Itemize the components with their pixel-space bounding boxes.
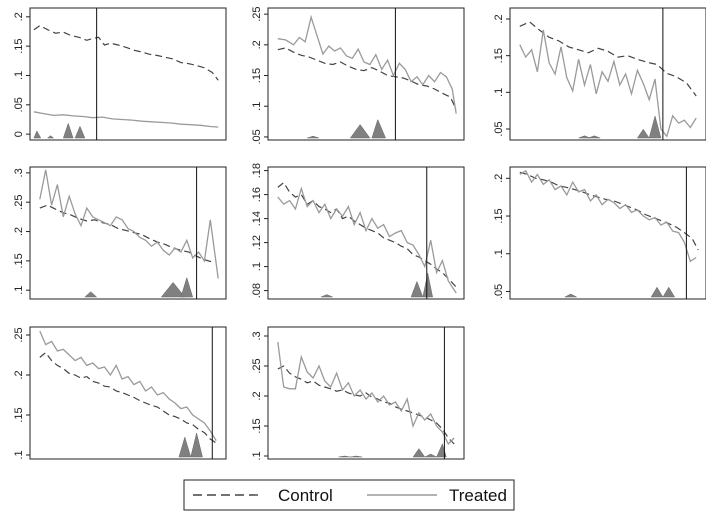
density-mark — [350, 455, 363, 458]
y-tick-label: .1 — [493, 88, 505, 97]
y-tick-label: .1 — [251, 102, 263, 111]
y-tick-label: .25 — [251, 6, 263, 21]
density-mark — [307, 135, 320, 139]
legend: Control Treated — [183, 479, 515, 511]
density-mark — [410, 280, 424, 298]
density-mark — [412, 448, 426, 458]
panel-7: .1 .15 .2 .25 — [13, 326, 227, 460]
legend-treated-label: Treated — [449, 486, 507, 505]
series-control-line — [519, 21, 697, 97]
panel-1: 0 .05 .1 .15 .2 — [13, 7, 227, 141]
series-treated-line — [519, 29, 697, 138]
panel-3: .05 .1 .15 .2 — [493, 7, 706, 141]
series-treated-line — [33, 111, 219, 128]
density-mark — [564, 293, 577, 298]
y-tick-label: .05 — [251, 129, 263, 144]
density-mark — [650, 286, 664, 298]
series-control-line — [277, 47, 457, 110]
density-mark — [190, 432, 203, 458]
y-tick-label: .1 — [251, 262, 263, 271]
y-tick-label: .14 — [251, 211, 263, 226]
series-treated-line — [39, 330, 217, 441]
density-mark — [180, 276, 194, 298]
density-mark — [338, 455, 351, 458]
y-tick-label: .2 — [493, 174, 505, 183]
panel-6: .05 .1 .15 .2 — [493, 166, 706, 300]
plot-frame — [267, 7, 465, 141]
series-control-line — [277, 365, 455, 445]
y-tick-label: .1 — [13, 71, 25, 80]
series-control-line — [39, 351, 217, 444]
density-mark — [662, 286, 676, 298]
plot-frame — [29, 7, 227, 141]
panel-2: .05 .1 .15 .2 .25 — [251, 6, 465, 145]
legend-control-label: Control — [278, 486, 333, 505]
y-tick-label: .1 — [251, 451, 263, 460]
density-mark — [424, 453, 437, 458]
series-control-line — [33, 24, 219, 81]
y-tick-label: .1 — [13, 286, 25, 295]
density-mark — [648, 115, 662, 139]
plot-frame — [509, 166, 706, 300]
y-tick-label: .15 — [13, 253, 25, 268]
y-tick-label: .16 — [251, 187, 263, 202]
y-tick-label: .05 — [493, 284, 505, 299]
y-tick-label: .05 — [493, 121, 505, 136]
density-mark — [178, 436, 192, 458]
y-tick-label: .12 — [251, 235, 263, 250]
series-treated-line — [39, 169, 219, 279]
plot-frame — [267, 166, 465, 300]
y-tick-label: .05 — [13, 97, 25, 112]
panel-4: .1 .15 .2 .25 .3 — [13, 166, 227, 300]
y-tick-label: .25 — [13, 195, 25, 210]
density-mark — [160, 281, 186, 298]
y-tick-label: .3 — [13, 168, 25, 177]
series-treated-line — [519, 169, 697, 263]
y-tick-label: .2 — [13, 227, 25, 236]
density-mark — [636, 128, 650, 139]
y-tick-label: .15 — [251, 418, 263, 433]
y-tick-label: .2 — [493, 14, 505, 23]
series-control-line — [277, 181, 457, 288]
y-tick-label: .25 — [251, 358, 263, 373]
y-tick-label: .15 — [251, 68, 263, 83]
density-mark — [74, 125, 86, 139]
series-treated-line — [277, 14, 457, 114]
density-mark — [578, 135, 591, 139]
density-mark — [349, 124, 371, 139]
panel-5: .08 .1 .12 .14 .16 .18 — [251, 163, 465, 300]
y-tick-label: 0 — [13, 131, 25, 137]
y-tick-label: .3 — [251, 331, 263, 340]
y-tick-label: .18 — [251, 163, 263, 178]
y-tick-label: .2 — [251, 40, 263, 49]
y-tick-label: .25 — [13, 327, 25, 342]
density-mark — [62, 122, 74, 139]
y-tick-label: .15 — [493, 208, 505, 223]
density-mark — [320, 294, 333, 298]
y-tick-label: .15 — [13, 38, 25, 53]
density-mark — [371, 118, 386, 139]
series-treated-line — [277, 186, 457, 294]
plot-frame — [29, 166, 227, 300]
y-tick-label: .1 — [13, 450, 25, 459]
y-tick-label: .2 — [13, 370, 25, 379]
y-tick-label: .2 — [251, 391, 263, 400]
density-mark — [588, 135, 601, 139]
density-mark — [46, 135, 55, 139]
series-control-line — [39, 204, 213, 263]
density-mark — [33, 130, 42, 139]
panel-8: .1 .15 .2 .25 .3 — [251, 326, 465, 461]
series-treated-line — [277, 341, 455, 446]
y-tick-label: .08 — [251, 283, 263, 298]
y-tick-label: .15 — [493, 48, 505, 63]
y-tick-label: .1 — [493, 249, 505, 258]
y-tick-label: .2 — [13, 12, 25, 21]
density-mark — [422, 272, 433, 298]
density-mark — [84, 291, 98, 298]
y-tick-label: .15 — [13, 407, 25, 422]
